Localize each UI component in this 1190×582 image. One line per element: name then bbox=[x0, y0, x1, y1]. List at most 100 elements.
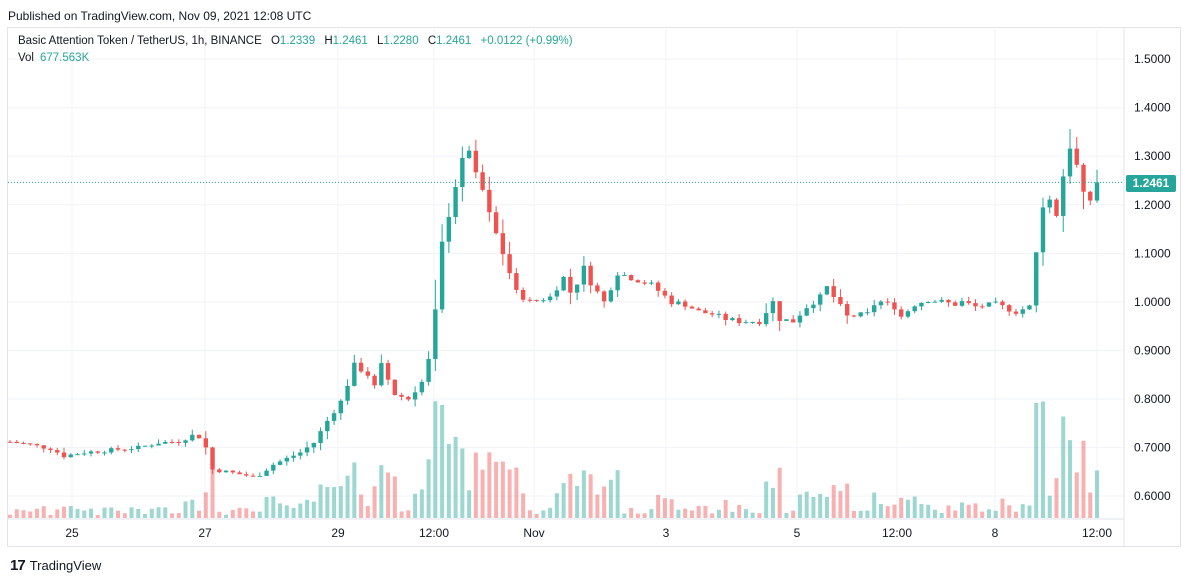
candle-body bbox=[176, 441, 181, 443]
volume-bar bbox=[541, 510, 546, 518]
volume-bar bbox=[170, 513, 175, 518]
volume-bar bbox=[480, 469, 485, 518]
volume-bar bbox=[615, 470, 620, 518]
tradingview-footer[interactable]: 17 TradingView bbox=[10, 557, 101, 574]
candle-body bbox=[514, 273, 519, 290]
volume-bar bbox=[230, 509, 235, 518]
candle-body bbox=[325, 420, 330, 432]
candle-body bbox=[662, 290, 668, 296]
candle-body bbox=[817, 294, 823, 305]
candle-body bbox=[68, 454, 73, 458]
volume-bar bbox=[966, 504, 971, 518]
candle-body bbox=[1020, 309, 1025, 314]
candle-body bbox=[129, 449, 134, 451]
x-tick-label: 12:00 bbox=[419, 526, 449, 540]
candle-body bbox=[473, 150, 479, 173]
candle-body bbox=[554, 290, 560, 297]
candle-body bbox=[426, 358, 431, 382]
volume-bar bbox=[683, 508, 688, 518]
candle-body bbox=[649, 282, 654, 284]
volume-bar bbox=[1027, 505, 1032, 518]
volume-bar bbox=[534, 513, 539, 518]
candle-body bbox=[466, 150, 472, 158]
candle-body bbox=[7, 441, 13, 443]
volume-bar bbox=[1061, 416, 1066, 518]
candle-body bbox=[655, 282, 661, 291]
high-label: H bbox=[324, 35, 333, 47]
volume-bar bbox=[102, 507, 107, 518]
volume-legend: Vol 677.563K bbox=[18, 52, 89, 64]
candle-body bbox=[439, 241, 445, 310]
chart-frame[interactable] bbox=[7, 27, 1181, 547]
volume-bar bbox=[21, 510, 26, 518]
x-tick-label: 29 bbox=[331, 526, 345, 540]
candle-body bbox=[487, 189, 492, 213]
y-tick-label: 1.0000 bbox=[1134, 295, 1171, 309]
candle-body bbox=[986, 302, 992, 307]
candle-body bbox=[709, 313, 715, 315]
candle-body bbox=[284, 457, 290, 462]
candle-body bbox=[298, 452, 303, 456]
candle-body bbox=[1067, 148, 1073, 177]
volume-bar bbox=[804, 491, 809, 518]
volume-bar bbox=[791, 510, 796, 518]
candle-body bbox=[635, 280, 641, 283]
candle-body bbox=[953, 302, 958, 306]
volume-bar bbox=[588, 474, 593, 518]
volume-bar bbox=[89, 508, 94, 518]
volume-bar bbox=[635, 513, 640, 518]
candle-body bbox=[689, 306, 695, 309]
candle-body bbox=[250, 475, 256, 477]
volume-bar bbox=[986, 509, 991, 518]
candle-body bbox=[932, 301, 938, 303]
volume-bar bbox=[1034, 402, 1039, 518]
volume-bar bbox=[55, 509, 60, 518]
candle-body bbox=[34, 444, 40, 446]
volume-bar bbox=[467, 490, 472, 518]
candle-body bbox=[230, 470, 236, 473]
volume-bar bbox=[845, 483, 850, 518]
volume-bar bbox=[28, 511, 33, 518]
candle-body bbox=[412, 392, 418, 400]
candle-body bbox=[257, 475, 263, 477]
candle-body bbox=[1047, 199, 1052, 208]
volume-bar bbox=[197, 510, 202, 518]
candle-body bbox=[777, 301, 782, 321]
volume-bar bbox=[777, 467, 782, 518]
candle-body bbox=[277, 461, 283, 465]
volume-bar bbox=[426, 459, 431, 518]
volume-bar bbox=[554, 493, 559, 518]
candle-body bbox=[419, 381, 425, 393]
candle-body bbox=[642, 282, 647, 284]
candle-body bbox=[453, 187, 458, 218]
volume-bar bbox=[284, 505, 289, 518]
volume-bar bbox=[116, 510, 121, 518]
candle-body bbox=[946, 299, 951, 303]
volume-bar bbox=[1081, 440, 1086, 518]
volume-bar bbox=[345, 475, 350, 518]
candle-body bbox=[676, 301, 681, 305]
candle-body bbox=[939, 299, 944, 302]
candle-body bbox=[1034, 252, 1039, 306]
candle-body bbox=[433, 309, 438, 359]
volume-bar bbox=[413, 493, 418, 518]
volume-bar bbox=[784, 512, 789, 518]
volume-bar bbox=[507, 469, 512, 518]
candle-body bbox=[561, 276, 566, 291]
y-tick-label: 0.6000 bbox=[1134, 489, 1171, 503]
volume-bar bbox=[8, 514, 12, 518]
candle-body bbox=[615, 275, 620, 291]
volume-bar bbox=[1067, 440, 1072, 518]
candle-body bbox=[203, 438, 208, 448]
x-tick-label: 27 bbox=[198, 526, 212, 540]
candle-body bbox=[899, 309, 904, 317]
x-tick-label: Nov bbox=[523, 526, 544, 540]
candle-body bbox=[122, 449, 127, 451]
volume-bar bbox=[656, 494, 661, 518]
volume-bar bbox=[35, 508, 40, 518]
volume-bar bbox=[494, 461, 499, 518]
volume-bar bbox=[298, 503, 303, 518]
volume-bar bbox=[41, 506, 46, 518]
candle-body bbox=[1007, 305, 1012, 312]
